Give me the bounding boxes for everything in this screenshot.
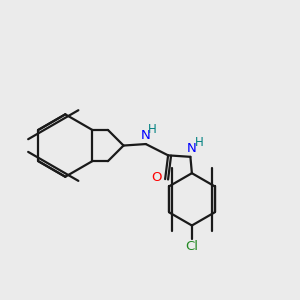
Text: O: O	[151, 171, 161, 184]
Text: H: H	[148, 123, 157, 136]
Text: N: N	[187, 142, 196, 155]
Text: N: N	[140, 129, 150, 142]
Text: Cl: Cl	[185, 240, 198, 253]
Text: H: H	[195, 136, 204, 149]
